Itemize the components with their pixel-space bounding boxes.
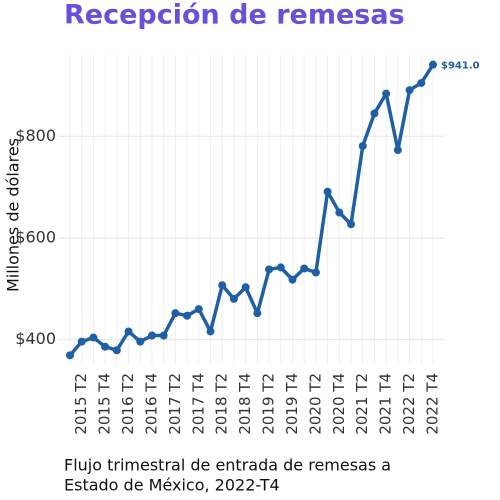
point xyxy=(229,294,238,303)
point xyxy=(183,311,192,320)
point xyxy=(370,109,379,118)
point xyxy=(206,327,215,336)
x-tick-label: 2016 T4 xyxy=(142,373,160,435)
y-tick-label: $600 xyxy=(15,227,56,246)
point xyxy=(323,187,332,196)
x-tick-label: 2019 T2 xyxy=(260,373,278,435)
point xyxy=(335,208,344,217)
x-tick-label: 2015 T4 xyxy=(96,373,114,435)
point xyxy=(112,346,121,355)
point xyxy=(159,331,168,340)
x-tick-label: 2020 T2 xyxy=(306,373,324,435)
chart-title: Recepción de remesas xyxy=(64,0,405,31)
point xyxy=(276,263,285,272)
point xyxy=(300,264,309,273)
point xyxy=(405,86,414,95)
x-tick-label: 2022 T4 xyxy=(424,373,442,435)
x-tick-label: 2021 T2 xyxy=(353,373,371,435)
y-tick-label: $800 xyxy=(15,126,56,145)
value-label: $941.0 xyxy=(441,61,480,72)
caption: Flujo trimestral de entrada de remesas a xyxy=(64,456,391,475)
point xyxy=(89,333,98,342)
point xyxy=(253,309,262,318)
point xyxy=(101,342,110,351)
point xyxy=(124,327,133,336)
x-tick-label: 2017 T4 xyxy=(189,373,207,435)
line xyxy=(68,63,435,357)
x-tick-label: 2015 T2 xyxy=(72,373,90,435)
x-tick-label: 2017 T2 xyxy=(166,373,184,435)
point xyxy=(218,281,227,290)
point xyxy=(77,337,86,346)
x-tick-label: 2018 T2 xyxy=(213,373,231,435)
point xyxy=(241,283,250,292)
point xyxy=(429,60,437,69)
x-tick-label: 2020 T4 xyxy=(330,373,348,435)
point xyxy=(147,331,156,340)
point xyxy=(171,309,180,318)
caption: Estado de México, 2022-T4 xyxy=(64,476,280,495)
point xyxy=(194,305,203,314)
point xyxy=(66,351,74,360)
x-tick-label: 2022 T2 xyxy=(400,373,418,435)
y-tick-label: $400 xyxy=(15,329,56,348)
point xyxy=(358,141,367,150)
point xyxy=(393,146,402,155)
point xyxy=(311,268,320,277)
x-tick-label: 2019 T4 xyxy=(283,373,301,435)
point xyxy=(347,220,356,229)
point xyxy=(382,89,391,98)
point xyxy=(136,337,145,346)
point xyxy=(417,78,426,87)
point xyxy=(265,265,274,274)
point xyxy=(288,275,297,284)
x-tick-label: 2021 T4 xyxy=(377,373,395,435)
y-axis-label: Millones de dólares xyxy=(4,138,23,292)
x-tick-label: 2018 T4 xyxy=(236,373,254,435)
x-tick-label: 2016 T2 xyxy=(119,373,137,435)
